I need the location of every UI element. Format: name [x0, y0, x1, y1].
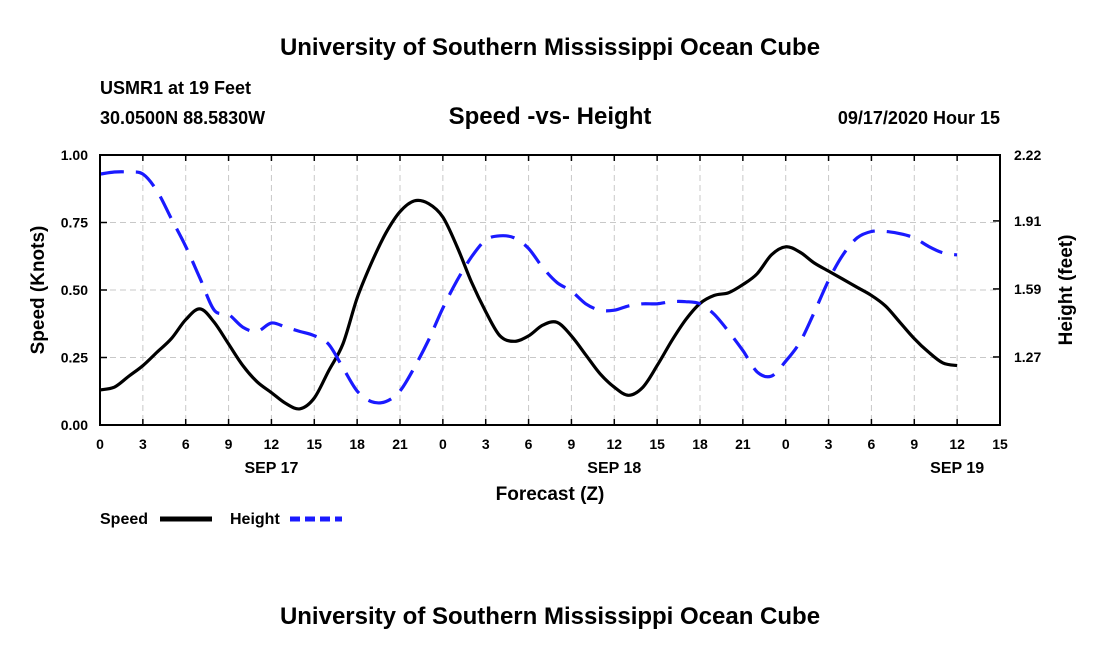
page-title: University of Southern Mississippi Ocean…: [280, 34, 820, 61]
x-tick-label: 12: [949, 436, 965, 452]
y2-tick-label: 1.59: [1014, 281, 1041, 297]
series-line-speed: [99, 198, 958, 411]
legend-height-label: Height: [230, 511, 280, 528]
x-day-label: SEP 19: [930, 460, 984, 477]
x-tick-label: 3: [139, 436, 147, 452]
x-tick-label: 21: [392, 436, 408, 452]
x-tick-label: 9: [910, 436, 918, 452]
y2-tick-label: 1.91: [1014, 213, 1041, 229]
x-axis-label: Forecast (Z): [496, 484, 605, 505]
y-tick-label: 0.00: [61, 417, 88, 433]
series-lines: [99, 170, 958, 411]
x-tick-label: 0: [439, 436, 447, 452]
x-tick-label: 12: [264, 436, 280, 452]
x-tick-label: 6: [525, 436, 533, 452]
x-tick-label: 0: [96, 436, 104, 452]
x-tick-label: 9: [568, 436, 576, 452]
x-tick-label: 6: [182, 436, 190, 452]
grid-lines: [100, 155, 1000, 425]
y-tick-label: 0.25: [61, 350, 88, 366]
x-tick-label: 21: [735, 436, 751, 452]
x-tick-label: 12: [606, 436, 622, 452]
y-tick-label: 0.50: [61, 282, 88, 298]
coordinates-label: 30.0500N 88.5830W: [100, 108, 265, 128]
y-tick-label: 0.75: [61, 215, 88, 231]
y2-tick-label: 2.22: [1014, 147, 1041, 163]
y-tick-label: 1.00: [61, 147, 88, 163]
x-tick-label: 15: [649, 436, 665, 452]
x-tick-label: 15: [306, 436, 322, 452]
x-tick-label: 18: [349, 436, 365, 452]
y-axis-label: Speed (Knots): [28, 226, 49, 355]
x-tick-label: 3: [825, 436, 833, 452]
axes: 0 3 6 9 12 15 18 21 0 3 6 9 12 15 18 21 0 3 6 9 12 15 SEP 17 SE…: [61, 147, 1042, 477]
x-tick-label: 6: [868, 436, 876, 452]
x-tick-label: 3: [482, 436, 490, 452]
station-label: USMR1 at 19 Feet: [100, 78, 251, 98]
date-label: 09/17/2020 Hour 15: [838, 108, 1000, 128]
legend-speed-label: Speed: [100, 511, 148, 528]
x-tick-label: 9: [225, 436, 233, 452]
footer-title: University of Southern Mississippi Ocean…: [280, 603, 820, 630]
y2-axis-label: Height (feet): [1056, 235, 1077, 346]
y2-tick-label: 1.27: [1014, 349, 1041, 365]
x-day-label: SEP 17: [244, 460, 298, 477]
x-tick-label: 18: [692, 436, 708, 452]
x-tick-label: 15: [992, 436, 1008, 452]
chart-title: Speed -vs- Height: [449, 103, 652, 130]
x-day-label: SEP 18: [587, 460, 641, 477]
x-tick-label: 0: [782, 436, 790, 452]
series-line-height: [99, 170, 958, 405]
legend: Speed Height: [100, 511, 342, 528]
